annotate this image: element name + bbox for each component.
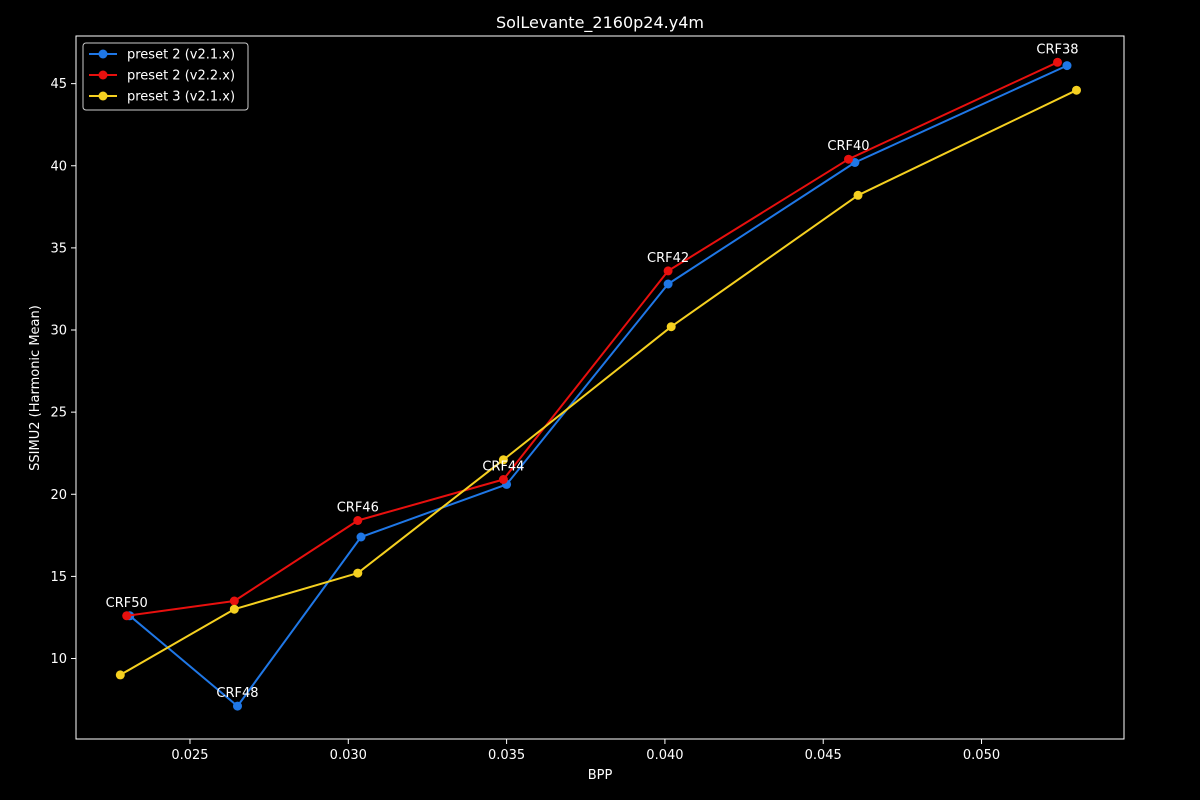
crf-annotation: CRF46 [337,501,379,516]
chart-title: SolLevante_2160p24.y4m [496,13,704,33]
data-point [233,701,242,711]
x-tick-label: 0.030 [330,748,367,763]
legend-box [82,42,249,111]
y-tick-label: 25 [50,406,67,421]
annotation-layer: CRF50 CRF48 CRF46 CRF44 CRF42 CRF40 CRF38 [106,42,1079,701]
data-point [1072,85,1081,95]
legend-marker [98,91,108,101]
data-point [122,611,132,621]
crf-annotation: CRF44 [482,460,524,475]
legend-marker [98,49,108,59]
x-axis: 0.025 0.030 0.035 0.040 0.045 0.050 [171,739,1000,763]
y-tick-label: 45 [50,77,67,92]
legend-label: preset 2 (v2.1.x) [127,48,235,63]
plot-area [75,35,1125,740]
x-tick-label: 0.035 [488,748,525,763]
y-axis: 10 15 20 25 30 35 40 45 [50,77,76,667]
x-tick-label: 0.025 [171,748,208,763]
data-point [1053,57,1062,67]
legend-label: preset 2 (v2.2.x) [127,69,235,84]
crf-annotation: CRF42 [647,251,689,266]
x-tick-label: 0.040 [646,748,683,763]
data-point [353,516,363,525]
data-point [853,190,863,200]
data-point [666,322,676,332]
legend: preset 2 (v2.1.x) preset 2 (v2.2.x) preset… [82,42,249,111]
series-layer [115,57,1081,711]
data-point [498,475,508,484]
crf-annotation: CRF48 [216,686,258,701]
data-point [356,532,366,542]
legend-marker [98,70,108,80]
y-tick-label: 40 [50,159,67,174]
y-tick-label: 15 [50,570,67,585]
y-tick-label: 30 [50,324,67,339]
data-point [1062,61,1072,71]
x-axis-title: BPP [588,768,613,783]
crf-annotation: CRF40 [827,139,869,154]
data-point [353,568,363,578]
y-tick-label: 35 [50,241,67,256]
crf-annotation: CRF50 [106,596,148,611]
x-tick-label: 0.045 [805,748,842,763]
data-point [663,279,673,289]
data-point [844,154,853,164]
y-axis-title: SSIMU2 (Harmonic Mean) [28,305,43,471]
data-point [498,455,508,465]
data-point [115,670,125,680]
y-tick-label: 10 [50,652,67,667]
crf-annotation: CRF38 [1036,42,1078,57]
legend-label: preset 3 (v2.1.x) [127,90,235,105]
data-point [229,596,239,606]
y-tick-label: 20 [50,488,67,503]
x-tick-label: 0.050 [963,748,1000,763]
data-point [229,604,239,614]
data-point [663,266,673,276]
